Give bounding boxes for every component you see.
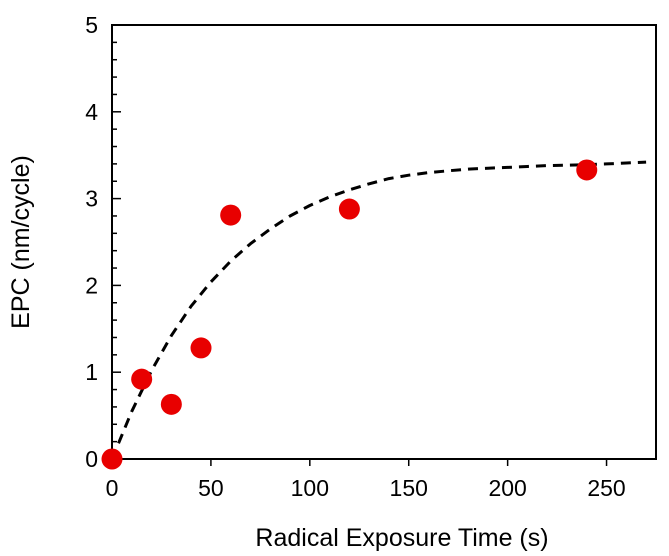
data-point	[131, 368, 153, 390]
data-point	[338, 198, 360, 220]
y-tick-label: 1	[85, 359, 98, 385]
fit-curve-line	[110, 160, 647, 460]
data-point	[220, 204, 242, 226]
plot-frame	[111, 24, 657, 460]
x-tick-label: 0	[106, 475, 119, 501]
x-tick-label: 200	[488, 475, 526, 501]
data-point	[190, 337, 212, 359]
x-tick-label: 50	[198, 475, 224, 501]
y-tick-label: 4	[85, 99, 98, 125]
data-point	[101, 448, 123, 470]
y-tick-label: 5	[85, 12, 98, 38]
y-tick-label: 2	[85, 272, 98, 298]
x-tick-label: 150	[390, 475, 428, 501]
y-tick-label: 3	[85, 186, 98, 212]
data-point	[576, 159, 598, 181]
y-axis-title: EPC (nm/cycle)	[7, 155, 35, 329]
x-tick-label: 100	[291, 475, 329, 501]
y-tick-label: 0	[85, 446, 98, 472]
x-tick-label: 250	[587, 475, 625, 501]
x-axis-title: Radical Exposure Time (s)	[255, 524, 548, 552]
data-point	[160, 393, 182, 415]
